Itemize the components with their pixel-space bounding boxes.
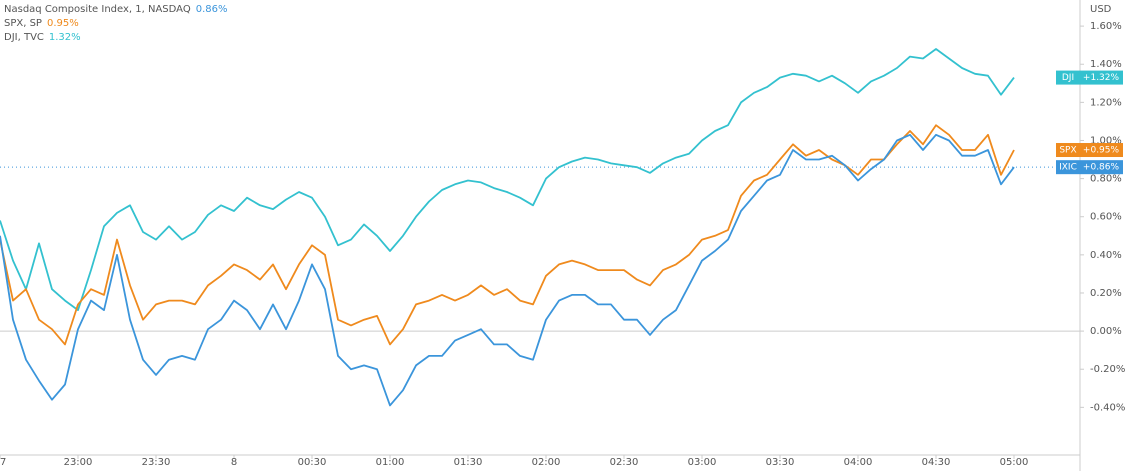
badge-value: +0.86% bbox=[1083, 163, 1120, 173]
y-axis-unit: USD bbox=[1090, 4, 1112, 15]
badge-value-box bbox=[1080, 160, 1123, 175]
x-tick-label: 01:30 bbox=[454, 457, 483, 468]
legend-name: Nasdaq Composite Index, 1, NASDAQ bbox=[4, 4, 191, 15]
y-tick-label: 0.80% bbox=[1090, 174, 1122, 185]
x-tick-label: 23:00 bbox=[64, 457, 93, 468]
y-tick-label: -0.40% bbox=[1090, 402, 1125, 413]
value-badge: SPX +0.95% bbox=[1056, 143, 1123, 158]
x-tick-label: 03:00 bbox=[688, 457, 717, 468]
x-tick-label: 01:00 bbox=[376, 457, 405, 468]
y-tick-label: 1.00% bbox=[1090, 135, 1122, 146]
x-tick-label: 7 bbox=[0, 457, 6, 468]
x-tick-label: 8 bbox=[231, 457, 237, 468]
y-tick-label: 0.20% bbox=[1090, 288, 1122, 299]
y-tick-label: 1.20% bbox=[1090, 97, 1122, 108]
x-tick-label: 00:30 bbox=[298, 457, 327, 468]
series-line bbox=[0, 133, 1015, 407]
y-tick-label: 0.60% bbox=[1090, 212, 1122, 223]
y-tick-label: 1.60% bbox=[1090, 21, 1122, 32]
y-tick-label: -0.20% bbox=[1090, 364, 1125, 375]
x-tick-label: 02:30 bbox=[610, 457, 639, 468]
badge-symbol-box bbox=[1056, 70, 1080, 85]
value-badge: IXIC +0.86% bbox=[1056, 160, 1123, 175]
badge-value-box bbox=[1080, 70, 1123, 85]
legend-change: 1.32% bbox=[49, 32, 81, 43]
badge-value: +0.95% bbox=[1083, 146, 1120, 156]
x-tick-label: 04:00 bbox=[844, 457, 873, 468]
badge-symbol-box bbox=[1056, 160, 1080, 175]
x-tick-label: 05:00 bbox=[1000, 457, 1029, 468]
x-tick-label: 04:30 bbox=[922, 457, 951, 468]
legend-name: SPX, SP bbox=[4, 18, 42, 29]
x-tick-label: 02:00 bbox=[532, 457, 561, 468]
series-line bbox=[0, 124, 1015, 346]
badge-value: +1.32% bbox=[1083, 73, 1120, 83]
badge-symbol-box bbox=[1056, 143, 1080, 158]
y-tick-label: 0.40% bbox=[1090, 250, 1122, 261]
legend-change: 0.86% bbox=[196, 4, 228, 15]
x-tick-label: 23:30 bbox=[142, 457, 171, 468]
legend-name: DJI, TVC bbox=[4, 32, 44, 43]
badge-symbol: DJI bbox=[1062, 73, 1074, 83]
x-tick-label: 03:30 bbox=[766, 457, 795, 468]
y-tick-label: 0.00% bbox=[1090, 326, 1122, 337]
badge-value-box bbox=[1080, 143, 1123, 158]
value-badge: DJI +1.32% bbox=[1056, 70, 1123, 85]
legend-change: 0.95% bbox=[47, 18, 79, 29]
badge-symbol: IXIC bbox=[1059, 163, 1077, 173]
y-tick-label: 1.40% bbox=[1090, 59, 1122, 70]
badge-symbol: SPX bbox=[1059, 146, 1076, 156]
series-line bbox=[0, 48, 1015, 311]
